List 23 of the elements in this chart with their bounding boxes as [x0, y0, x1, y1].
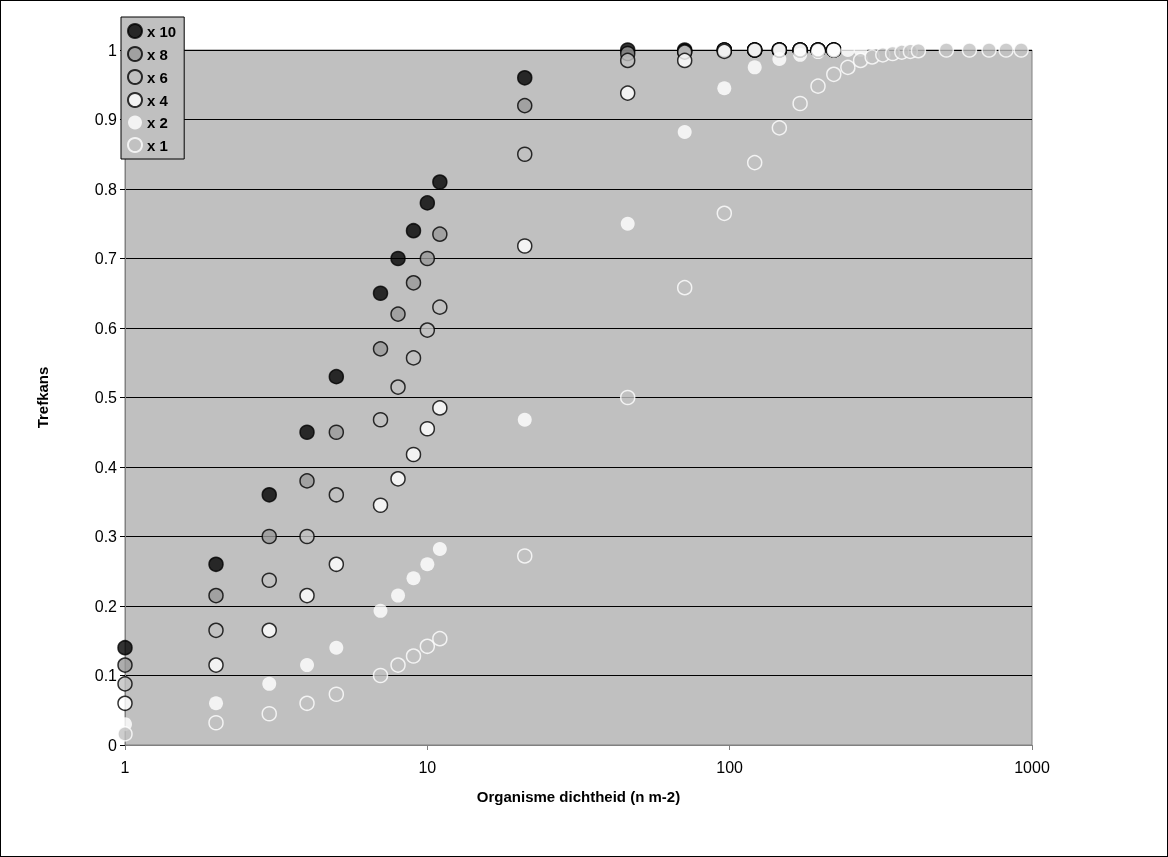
x-axis-title: Organisme dichtheid (n m-2)	[476, 788, 681, 805]
y-tick-label: 0.4	[94, 458, 118, 476]
x-tick-label: 1000	[1014, 758, 1050, 776]
y-tick-label: 1	[108, 41, 118, 59]
x-tick-label: 100	[716, 758, 744, 776]
legend-label: x 6	[147, 68, 168, 86]
y-tick-label: 0.7	[94, 250, 118, 267]
y-tick-label: 0.2	[94, 597, 118, 615]
y-tick-label: 0.6	[94, 319, 118, 337]
y-axis-title: Trefkans	[34, 366, 51, 429]
y-tick-label: 0.8	[94, 180, 118, 198]
y-tick-label: 0.3	[94, 528, 118, 545]
y-tick-label: 0.1	[94, 667, 118, 684]
legend-label: x 1	[147, 136, 168, 154]
x-tick-label: 1	[120, 758, 130, 776]
legend-label: x 4	[147, 91, 169, 109]
y-tick-label: 0.9	[94, 111, 118, 128]
legend-label: x 8	[147, 45, 168, 63]
y-tick-label: 0	[108, 736, 118, 754]
x-tick-label: 10	[418, 758, 437, 776]
legend-label: x 10	[147, 22, 177, 40]
y-tick-label: 0.5	[94, 389, 118, 406]
legend-label: x 2	[147, 114, 168, 131]
